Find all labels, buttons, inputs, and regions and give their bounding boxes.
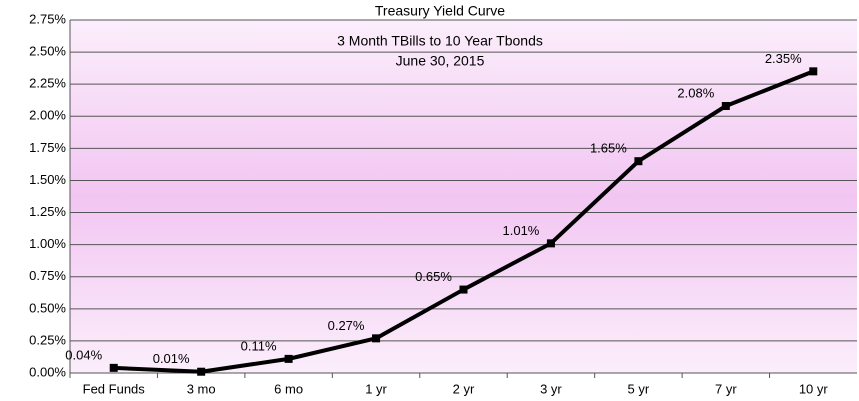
data-label: 1.01% <box>503 223 540 238</box>
y-tick-label: 0.25% <box>29 332 66 347</box>
x-tick-label: 7 yr <box>715 381 737 396</box>
data-label: 0.65% <box>415 269 452 284</box>
data-label: 0.11% <box>241 338 277 353</box>
y-tick-label: 0.50% <box>29 300 66 315</box>
x-tick-label: 6 mo <box>274 381 303 396</box>
marker <box>459 285 468 294</box>
y-tick-label: 2.75% <box>29 11 66 26</box>
y-tick-label: 1.75% <box>29 140 66 155</box>
data-label: 1.65% <box>590 141 627 156</box>
marker <box>721 102 730 111</box>
marker <box>634 157 643 166</box>
y-tick-label: 1.50% <box>29 172 66 187</box>
marker <box>809 67 818 76</box>
y-tick-label: 2.25% <box>29 76 66 91</box>
y-tick-label: 2.00% <box>29 108 66 123</box>
x-tick-label: 5 yr <box>628 381 650 396</box>
marker <box>197 367 206 376</box>
marker <box>284 354 293 363</box>
chart-subtitle: June 30, 2015 <box>396 53 485 69</box>
data-label: 0.27% <box>328 318 365 333</box>
marker <box>372 334 381 343</box>
chart-title: Treasury Yield Curve <box>375 3 505 19</box>
plot-area <box>70 20 857 373</box>
x-tick-label: 10 yr <box>799 381 829 396</box>
data-label: 2.08% <box>677 85 714 100</box>
data-label: 0.04% <box>65 347 102 362</box>
y-tick-label: 0.75% <box>29 268 66 283</box>
data-label: 0.01% <box>153 351 190 366</box>
x-tick-label: 2 yr <box>453 381 475 396</box>
y-tick-label: 2.50% <box>29 44 66 59</box>
y-tick-label: 1.25% <box>29 204 66 219</box>
marker <box>109 363 118 372</box>
data-label: 2.35% <box>765 51 802 66</box>
x-tick-label: 3 yr <box>540 381 562 396</box>
chart-subtitle: 3 Month TBills to 10 Year Tbonds <box>337 33 543 49</box>
y-tick-label: 1.00% <box>29 236 66 251</box>
x-tick-label: 1 yr <box>365 381 387 396</box>
x-tick-label: 3 mo <box>187 381 216 396</box>
y-tick-label: 0.00% <box>29 364 66 379</box>
marker <box>546 239 555 248</box>
x-tick-label: Fed Funds <box>83 381 146 396</box>
